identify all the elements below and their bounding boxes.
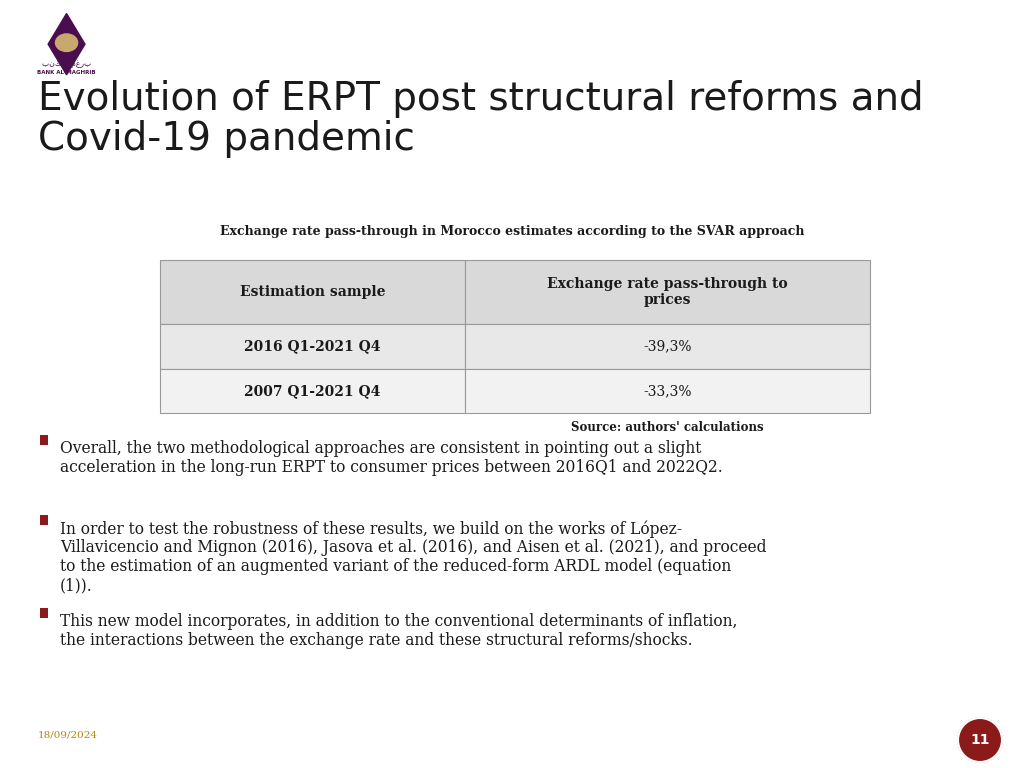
FancyBboxPatch shape [465, 369, 870, 413]
Text: acceleration in the long-run ERPT to consumer prices between 2016Q1 and 2022Q2.: acceleration in the long-run ERPT to con… [60, 459, 723, 476]
Text: Evolution of ERPT post structural reforms and: Evolution of ERPT post structural reform… [38, 80, 924, 118]
FancyBboxPatch shape [40, 608, 48, 618]
Polygon shape [48, 14, 85, 74]
Text: Exchange rate pass-through to
prices: Exchange rate pass-through to prices [548, 277, 787, 307]
FancyBboxPatch shape [465, 324, 870, 369]
Text: to the estimation of an augmented variant of the reduced-form ARDL model (equati: to the estimation of an augmented varian… [60, 558, 731, 575]
Text: 18/09/2024: 18/09/2024 [38, 731, 98, 740]
Text: This new model incorporates, in addition to the conventional determinants of inf: This new model incorporates, in addition… [60, 613, 737, 630]
Text: the interactions between the exchange rate and these structural reforms/shocks.: the interactions between the exchange ra… [60, 632, 692, 649]
Text: BANK AL-MAGHRIB: BANK AL-MAGHRIB [37, 70, 96, 74]
FancyBboxPatch shape [160, 324, 465, 369]
Text: 2007 Q1-2021 Q4: 2007 Q1-2021 Q4 [245, 384, 381, 398]
Circle shape [958, 718, 1002, 762]
Text: (1)).: (1)). [60, 577, 93, 594]
Text: Overall, the two methodological approaches are consistent in pointing out a slig: Overall, the two methodological approach… [60, 440, 701, 457]
FancyBboxPatch shape [40, 515, 48, 525]
Text: -33,3%: -33,3% [643, 384, 692, 398]
Text: 2016 Q1-2021 Q4: 2016 Q1-2021 Q4 [245, 339, 381, 353]
Text: Covid-19 pandemic: Covid-19 pandemic [38, 120, 415, 158]
Circle shape [55, 34, 78, 51]
Text: -39,3%: -39,3% [643, 339, 692, 353]
Text: In order to test the robustness of these results, we build on the works of López: In order to test the robustness of these… [60, 520, 682, 538]
Text: Estimation sample: Estimation sample [240, 285, 385, 299]
Text: Exchange rate pass-through in Morocco estimates according to the SVAR approach: Exchange rate pass-through in Morocco es… [220, 225, 804, 238]
FancyBboxPatch shape [160, 260, 465, 324]
FancyBboxPatch shape [465, 260, 870, 324]
Text: 11: 11 [971, 733, 990, 747]
Text: بنك المغرب: بنك المغرب [42, 59, 91, 68]
FancyBboxPatch shape [160, 369, 465, 413]
Text: Source: authors' calculations: Source: authors' calculations [571, 421, 764, 434]
FancyBboxPatch shape [40, 435, 48, 445]
Text: Villavicencio and Mignon (2016), Jasova et al. (2016), and Aisen et al. (2021), : Villavicencio and Mignon (2016), Jasova … [60, 539, 767, 556]
